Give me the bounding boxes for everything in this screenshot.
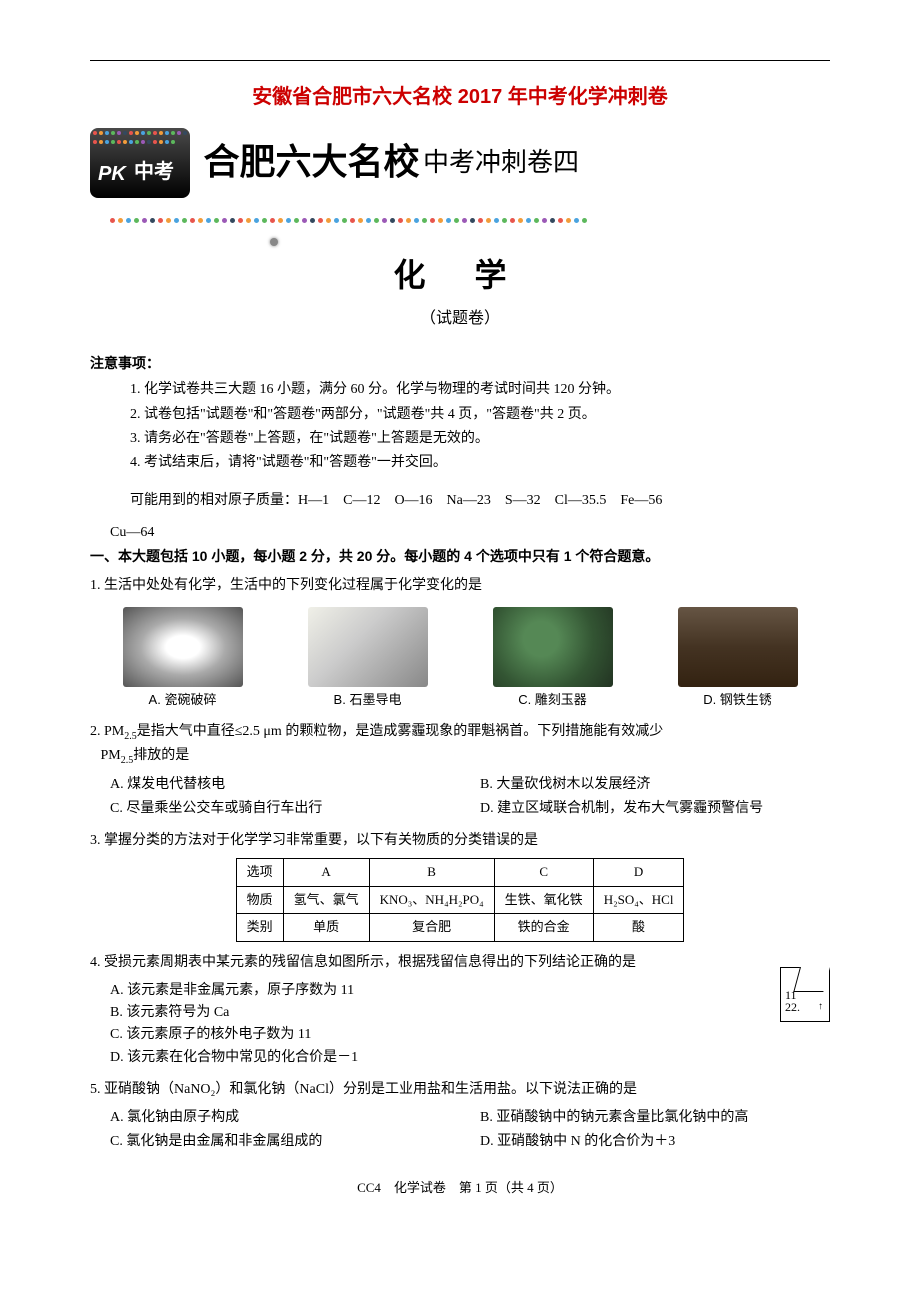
q4-option-c: C. 该元素原子的核外电子数为 11 [110, 1024, 770, 1046]
atomic-mass-block: 可能用到的相对原子质量：H—1 C—12 O—16 Na—23 S—32 Cl—… [90, 490, 830, 512]
q1-image-broken-bowl [123, 607, 243, 687]
q4-atomic-mass: 22. [785, 998, 800, 1017]
q1-label-a: A. 瓷碗破碎 [123, 690, 243, 711]
notice-item: 2. 试卷包括"试题卷"和"答题卷"两部分，"试题卷"共 4 页，"答题卷"共 … [130, 404, 830, 426]
q2-option-b: B. 大量砍伐树木以发展经济 [480, 774, 830, 796]
section-1-title: 一、本大题包括 10 小题，每小题 2 分，共 20 分。每小题的 4 个选项中… [90, 545, 830, 567]
q3-cell: 复合肥 [369, 914, 494, 942]
q1-image-rust [678, 607, 798, 687]
q1-image-jade [493, 607, 613, 687]
notice-item: 3. 请务必在"答题卷"上答题，在"试题卷"上答题是无效的。 [130, 428, 830, 450]
q3-th: D [593, 858, 684, 886]
q3-row1-label: 物质 [236, 886, 283, 914]
question-1: 1. 生活中处处有化学，生活中的下列变化过程属于化学变化的是 A. 瓷碗破碎 B… [90, 575, 830, 711]
q1-option-b: B. 石墨导电 [308, 607, 428, 711]
header-banner: PK 中考 合肥六大名校 中考冲刺卷四 [90, 128, 830, 198]
q1-label-d: D. 钢铁生锈 [678, 690, 798, 711]
page-footer: CC4 化学试卷 第 1 页（共 4 页） [90, 1178, 830, 1199]
q3-cell: 单质 [283, 914, 369, 942]
q3-cell: 氢气、氯气 [283, 886, 369, 914]
q3-th: 选项 [236, 858, 283, 886]
q3-cell: 生铁、氧化铁 [494, 886, 593, 914]
q4-option-d: D. 该元素在化合物中常见的化合价是－1 [110, 1047, 770, 1069]
q4-text: 4. 受损元素周期表中某元素的残留信息如图所示，根据残留信息得出的下列结论正确的… [90, 952, 770, 974]
subject-title: 化 学 [90, 250, 830, 301]
pk-logo: PK 中考 [90, 128, 190, 198]
q2-text: 2. PM2.5是指大气中直径≤2.5 μm 的颗粒物，是造成雾霾现象的罪魁祸首… [90, 721, 830, 769]
q3-cell: 铁的合金 [494, 914, 593, 942]
question-2: 2. PM2.5是指大气中直径≤2.5 μm 的颗粒物，是造成雾霾现象的罪魁祸首… [90, 721, 830, 820]
q3-cell: 酸 [593, 914, 684, 942]
question-5: 5. 亚硝酸钠（NaNO₂）和氯化钠（NaCl）分别是工业用盐和生活用盐。以下说… [90, 1079, 830, 1153]
q1-option-c: C. 雕刻玉器 [493, 607, 613, 711]
atomic-mass-cu: Cu—64 [90, 522, 830, 544]
q2-option-c: C. 尽量乘坐公交车或骑自行车出行 [110, 798, 460, 820]
notice-item: 4. 考试结束后，请将"试题卷"和"答题卷"一并交回。 [130, 452, 830, 474]
q2-option-a: A. 煤发电代替核电 [110, 774, 460, 796]
q3-th: B [369, 858, 494, 886]
notice-heading: 注意事项： [90, 352, 830, 374]
main-title: 安徽省合肥市六大名校 2017 年中考化学冲刺卷 [90, 81, 830, 113]
header-suffix: 中考冲刺卷四 [423, 142, 579, 184]
q3-row2-label: 类别 [236, 914, 283, 942]
q1-option-d: D. 钢铁生锈 [678, 607, 798, 711]
q2-option-d: D. 建立区域联合机制，发布大气雾霾预警信号 [480, 798, 830, 820]
exam-type: （试题卷） [90, 306, 830, 332]
notice-item: 1. 化学试卷共三大题 16 小题，满分 60 分。化学与物理的考试时间共 12… [130, 379, 830, 401]
q3-th: A [283, 858, 369, 886]
question-4: 4. 受损元素周期表中某元素的残留信息如图所示，根据残留信息得出的下列结论正确的… [90, 952, 830, 1069]
q5-option-b: B. 亚硝酸钠中的钠元素含量比氯化钠中的高 [480, 1107, 830, 1129]
q3-cell: H₂SO₄、HCl [593, 886, 684, 914]
q1-label-b: B. 石墨导电 [308, 690, 428, 711]
notice-list: 1. 化学试卷共三大题 16 小题，满分 60 分。化学与物理的考试时间共 12… [90, 379, 830, 475]
q1-option-a: A. 瓷碗破碎 [123, 607, 243, 711]
q4-arrow-icon: ↑ [818, 999, 823, 1015]
q5-option-a: A. 氯化钠由原子构成 [110, 1107, 460, 1129]
q3-cell: KNO₃、NH₄H₂PO₄ [369, 886, 494, 914]
header-school-name: 合肥六大名校 [204, 134, 420, 192]
q3-text: 3. 掌握分类的方法对于化学学习非常重要，以下有关物质的分类错误的是 [90, 830, 830, 852]
q4-option-a: A. 该元素是非金属元素，原子序数为 11 [110, 980, 770, 1002]
q1-text: 1. 生活中处处有化学，生活中的下列变化过程属于化学变化的是 [90, 575, 830, 597]
question-3: 3. 掌握分类的方法对于化学学习非常重要，以下有关物质的分类错误的是 选项 A … [90, 830, 830, 942]
q3-th: C [494, 858, 593, 886]
q1-label-c: C. 雕刻玉器 [493, 690, 613, 711]
q5-text: 5. 亚硝酸钠（NaNO₂）和氯化钠（NaCl）分别是工业用盐和生活用盐。以下说… [90, 1079, 830, 1101]
pk-label: PK [98, 158, 126, 190]
q4-option-b: B. 该元素符号为 Ca [110, 1002, 770, 1024]
pk-zhong: 中考 [134, 156, 174, 188]
q4-element-box: 11 22. ↑ [780, 967, 830, 1022]
q5-option-c: C. 氯化钠是由金属和非金属组成的 [110, 1131, 460, 1153]
decorative-dot-strip [90, 218, 830, 230]
q5-option-d: D. 亚硝酸钠中 N 的化合价为＋3 [480, 1131, 830, 1153]
q3-table: 选项 A B C D 物质 氢气、氯气 KNO₃、NH₄H₂PO₄ 生铁、氧化铁… [236, 858, 685, 942]
q1-image-graphite [308, 607, 428, 687]
